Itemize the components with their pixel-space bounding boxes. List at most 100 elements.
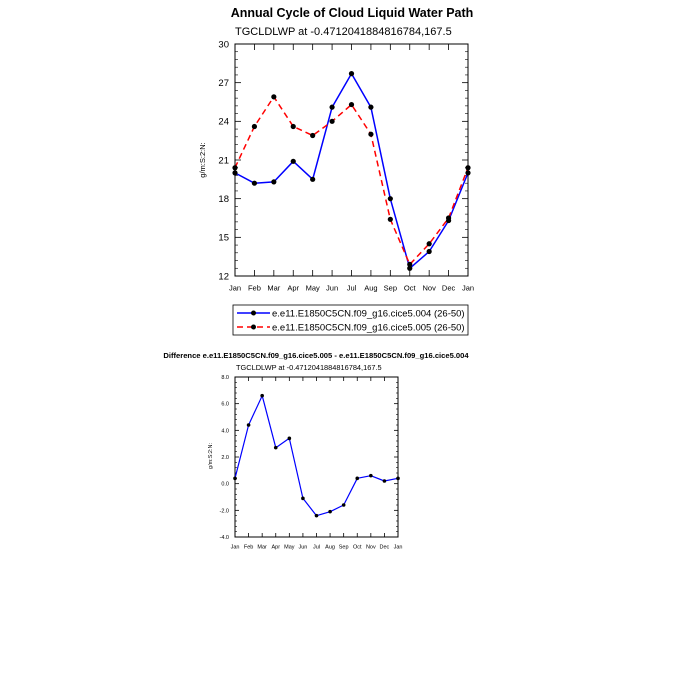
- data-point-s1: [348, 71, 355, 77]
- data-point-s2: [290, 123, 296, 130]
- data-point-s1: [310, 176, 316, 182]
- x-tick-label: May: [284, 545, 295, 551]
- x-tick-label: Aug: [364, 283, 377, 292]
- data-point-s2: [426, 241, 432, 247]
- data-point-s1: [273, 445, 278, 450]
- data-point-s2: [310, 132, 316, 139]
- data-point-s1: [290, 158, 296, 164]
- x-tick-label: Jun: [326, 283, 338, 292]
- y-tick-label: 21: [218, 155, 229, 166]
- legend-label-1: e.e11.E1850C5CN.f09_g16.cice5.004 (26-50…: [272, 309, 465, 320]
- data-point-s1: [232, 170, 238, 176]
- data-point-s2: [232, 165, 238, 171]
- data-point-s1: [301, 496, 305, 501]
- x-tick-label: Apr: [287, 283, 299, 292]
- plot-area: [234, 43, 469, 277]
- x-tick-label: Dec: [442, 283, 456, 292]
- x-tick-label: Jan: [394, 545, 403, 551]
- data-point-s1: [246, 423, 251, 427]
- series-line-2: [234, 96, 469, 266]
- legend: e.e11.E1850C5CN.f09_g16.cice5.004 (26-50…: [232, 304, 469, 336]
- y-tick-label: 27: [218, 78, 229, 89]
- y-tick-label: 18: [218, 194, 229, 205]
- chart-subtitle: TGCLDLWP at -0.4712041884816784,167.5: [236, 363, 382, 372]
- x-tick-label: Apr: [271, 545, 280, 551]
- data-point-s1: [355, 476, 360, 481]
- tick-labels: Jan Feb Mar Apr May Jun Jul Aug Sep Oct Nov Dec Jan -…: [220, 375, 403, 551]
- data-point-s2: [445, 215, 452, 221]
- data-point-s2: [348, 101, 355, 108]
- plot-frame: [234, 43, 469, 277]
- x-tick-label: Aug: [325, 545, 335, 551]
- tick-labels: Jan Feb Mar Apr May Jun Jul Aug Sep Oct Nov Dec Jan1…: [218, 39, 474, 292]
- x-tick-label: Mar: [257, 545, 267, 551]
- data-point-s1: [251, 180, 258, 186]
- y-tick-label: 12: [218, 271, 229, 282]
- x-tick-label: Nov: [366, 545, 376, 551]
- data-point-s1: [329, 104, 335, 110]
- data-point-s1: [287, 436, 292, 441]
- legend-box: [232, 304, 469, 336]
- x-tick-label: Jan: [229, 283, 241, 292]
- y-tick-label: 8.0: [221, 375, 229, 381]
- x-tick-label: Jun: [298, 545, 307, 551]
- data-point-s1: [426, 248, 432, 255]
- y-tick-label: 0.0: [221, 482, 229, 488]
- data-point-s1: [260, 393, 264, 398]
- data-point-s1: [407, 265, 413, 271]
- data-point-s2: [251, 123, 258, 130]
- y-tick-label: 2.0: [221, 455, 229, 461]
- y-tick-label: 6.0: [221, 402, 229, 408]
- data-point-s1: [369, 473, 373, 478]
- data-point-s1: [382, 479, 387, 483]
- x-tick-label: Oct: [353, 545, 362, 551]
- data-point-s1: [341, 503, 346, 507]
- data-point-s2: [407, 261, 413, 267]
- data-point-s2: [368, 131, 374, 137]
- data-point-s1: [465, 170, 471, 176]
- y-tick-label: 24: [218, 117, 229, 128]
- y-tick-label: -2.0: [220, 508, 229, 514]
- x-tick-label: Jul: [347, 283, 357, 292]
- data-point-s1: [368, 104, 374, 110]
- annual-cycle-chart: Annual Cycle of Cloud Liquid Water Path …: [198, 6, 474, 336]
- data-point-s1: [314, 513, 319, 518]
- data-point-s2: [387, 216, 393, 222]
- data-point-s2: [271, 94, 277, 100]
- axis-ticks: [234, 43, 469, 277]
- chart-subtitle: TGCLDLWP at -0.4712041884816784,167.5: [235, 26, 452, 38]
- data-point-s1: [396, 476, 400, 481]
- series-layer: [232, 71, 471, 271]
- series-line-1: [234, 395, 399, 517]
- y-axis-label: g/m:S:2:N:: [208, 443, 214, 469]
- x-tick-label: Jan: [231, 545, 240, 551]
- x-tick-label: Feb: [248, 283, 261, 292]
- y-tick-label: 4.0: [221, 428, 229, 434]
- x-tick-label: Feb: [244, 545, 253, 551]
- data-point-s2: [329, 118, 335, 124]
- series-layer: [233, 393, 400, 518]
- data-point-s1: [387, 196, 393, 202]
- x-tick-label: Nov: [422, 283, 436, 292]
- x-tick-label: Oct: [404, 283, 417, 292]
- x-tick-label: Mar: [267, 283, 280, 292]
- x-tick-label: Dec: [380, 545, 390, 551]
- chart-title: Difference e.e11.E1850C5CN.f09_g16.cice5…: [163, 351, 469, 360]
- y-tick-label: 30: [218, 39, 229, 50]
- x-tick-label: Sep: [339, 545, 349, 551]
- difference-chart: Difference e.e11.E1850C5CN.f09_g16.cice5…: [163, 351, 469, 551]
- x-tick-label: Jan: [462, 283, 474, 292]
- legend-marker-1: [251, 310, 256, 316]
- data-point-s1: [233, 476, 237, 481]
- y-axis-label: g/m:S:2:N:: [198, 142, 207, 177]
- x-tick-label: May: [306, 283, 320, 292]
- x-tick-label: Jul: [313, 545, 320, 551]
- legend-marker-2: [251, 324, 256, 330]
- x-tick-label: Sep: [384, 283, 397, 292]
- legend-label-2: e.e11.E1850C5CN.f09_g16.cice5.005 (26-50…: [272, 323, 465, 334]
- data-point-s1: [271, 179, 277, 185]
- data-point-s2: [465, 165, 471, 171]
- data-point-s1: [328, 509, 332, 514]
- chart-title: Annual Cycle of Cloud Liquid Water Path: [231, 6, 474, 20]
